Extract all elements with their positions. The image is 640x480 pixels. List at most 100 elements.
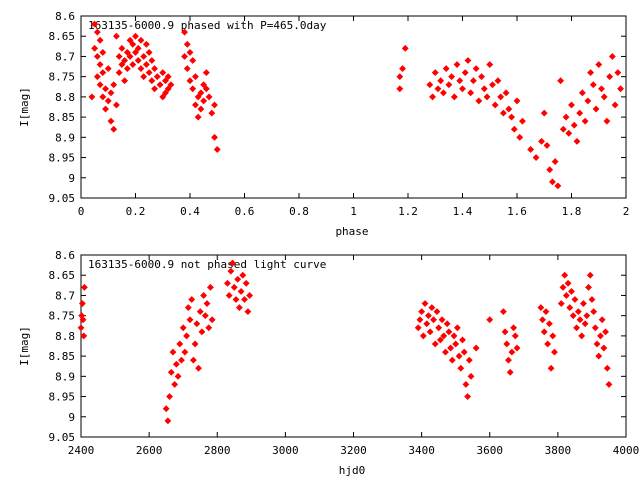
y-tick-label: 8.75: [49, 71, 76, 84]
data-point-unphased: [566, 304, 574, 312]
data-point-unphased: [501, 328, 509, 336]
data-point-unphased: [174, 372, 182, 380]
data-point-unphased: [179, 324, 187, 332]
data-point-phased: [431, 69, 439, 77]
data-point-unphased: [242, 279, 250, 287]
plot-frame-unphased: [80, 254, 627, 438]
y-tick-label: 9.05: [49, 431, 76, 444]
data-point-phased: [181, 53, 188, 60]
data-point-unphased: [578, 332, 586, 340]
data-point-unphased: [562, 292, 570, 299]
x-tick-label: 0.6: [235, 205, 255, 218]
data-point-phased: [137, 65, 145, 73]
data-point-unphased: [428, 304, 436, 312]
data-point-phased: [151, 85, 158, 93]
y-tick-label: 8.7: [55, 289, 75, 302]
data-point-unphased: [181, 348, 189, 356]
data-point-phased: [140, 53, 148, 60]
data-point-phased: [606, 73, 614, 81]
data-point-unphased: [166, 393, 173, 400]
data-point-phased: [396, 85, 404, 93]
data-point-unphased: [573, 324, 581, 332]
data-point-unphased: [178, 356, 185, 364]
data-point-phased: [205, 93, 213, 101]
data-point-phased: [527, 146, 535, 153]
data-point-unphased: [486, 316, 494, 324]
data-point-unphased: [598, 316, 606, 324]
data-point-unphased: [208, 316, 216, 324]
data-point-unphased: [539, 316, 546, 324]
data-point-phased: [145, 69, 153, 77]
data-point-phased: [540, 109, 548, 117]
data-point-phased: [115, 53, 123, 60]
data-point-unphased: [557, 300, 565, 307]
axis-ticks-unphased: 2400 2600 2800 3000 3200 3400 3600 3800 4000 8.6 8…: [49, 249, 640, 457]
data-point-unphased: [593, 340, 601, 348]
data-point-phased: [211, 101, 218, 109]
data-point-phased: [469, 77, 477, 85]
data-point-phased: [426, 81, 434, 89]
data-point-unphased: [235, 304, 243, 312]
data-point-unphased: [605, 380, 613, 388]
data-point-phased: [445, 81, 453, 89]
data-point-phased: [562, 113, 570, 121]
data-point-unphased: [164, 417, 172, 425]
data-point-phased: [202, 69, 210, 77]
data-point-unphased: [537, 304, 545, 312]
y-tick-label: 8.75: [49, 310, 76, 323]
data-point-phased: [129, 40, 137, 48]
data-point-unphased: [579, 300, 587, 307]
data-point-phased: [475, 97, 483, 105]
y-tick-label: 8.6: [55, 10, 75, 23]
data-point-unphased: [80, 283, 88, 291]
data-point-unphased: [508, 348, 516, 356]
data-point-unphased: [184, 304, 192, 312]
unphased-light-curve-panel: 163135-6000.9 not phased light curve hjd…: [18, 249, 639, 477]
data-point-unphased: [453, 324, 461, 332]
data-point-unphased: [244, 308, 252, 316]
data-point-phased: [99, 48, 107, 56]
data-point-unphased: [224, 279, 231, 287]
data-point-phased: [104, 65, 112, 73]
data-point-phased: [126, 53, 134, 60]
data-point-phased: [145, 48, 153, 56]
data-point-phased: [617, 85, 624, 93]
x-tick-label: 2: [623, 205, 630, 218]
data-point-unphased: [421, 300, 429, 307]
data-point-unphased: [510, 324, 518, 332]
data-points-phased: [88, 20, 624, 190]
data-point-unphased: [460, 348, 468, 356]
data-point-unphased: [229, 259, 237, 267]
data-point-unphased: [597, 332, 604, 340]
data-point-unphased: [450, 332, 458, 340]
data-point-phased: [118, 44, 126, 52]
data-point-unphased: [503, 340, 511, 348]
data-point-phased: [197, 89, 205, 97]
data-point-phased: [437, 77, 445, 85]
data-point-phased: [578, 89, 586, 97]
data-point-unphased: [230, 283, 238, 291]
data-point-phased: [162, 77, 169, 85]
data-point-unphased: [447, 344, 455, 352]
data-point-phased: [93, 73, 101, 81]
data-point-phased: [486, 61, 494, 68]
data-point-unphased: [189, 356, 197, 364]
x-tick-label: 2600: [136, 444, 163, 457]
data-point-unphased: [241, 296, 248, 303]
y-tick-label: 8.95: [49, 391, 76, 404]
data-point-unphased: [162, 405, 170, 413]
data-point-phased: [208, 109, 216, 117]
data-point-unphased: [436, 336, 444, 344]
x-tick-label: 2400: [68, 444, 95, 457]
data-point-unphased: [445, 328, 453, 336]
data-point-phased: [159, 93, 167, 101]
data-point-phased: [472, 65, 480, 73]
data-point-phased: [483, 93, 491, 101]
data-point-phased: [570, 121, 578, 129]
data-point-phased: [456, 77, 464, 85]
data-point-phased: [99, 69, 107, 77]
data-point-phased: [213, 146, 221, 153]
data-point-phased: [96, 36, 104, 44]
data-point-unphased: [171, 380, 179, 388]
x-tick-label: 3800: [545, 444, 572, 457]
